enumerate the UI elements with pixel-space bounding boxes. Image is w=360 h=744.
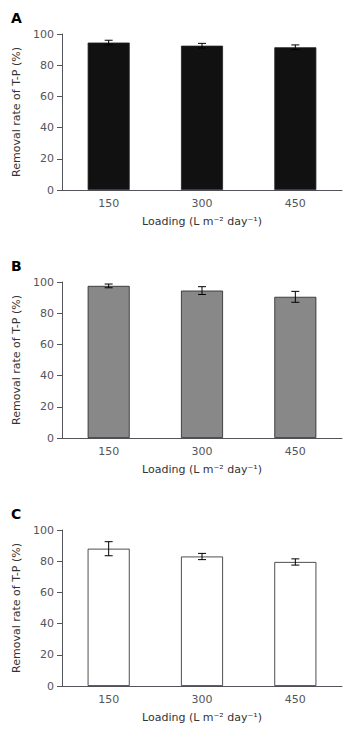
svg-text:60: 60	[40, 586, 54, 599]
svg-text:0: 0	[47, 184, 54, 197]
svg-text:100: 100	[33, 276, 54, 289]
svg-text:40: 40	[40, 369, 54, 382]
svg-text:20: 20	[40, 648, 54, 661]
svg-text:150: 150	[98, 445, 119, 458]
svg-text:100: 100	[33, 28, 54, 41]
svg-text:80: 80	[40, 555, 54, 568]
svg-text:60: 60	[40, 338, 54, 351]
svg-text:450: 450	[285, 693, 306, 706]
svg-text:C: C	[11, 506, 21, 522]
svg-text:60: 60	[40, 90, 54, 103]
svg-text:40: 40	[40, 121, 54, 134]
svg-text:0: 0	[47, 432, 54, 445]
svg-text:20: 20	[40, 400, 54, 413]
svg-text:Removal rate of T-P (%): Removal rate of T-P (%)	[10, 543, 23, 673]
svg-text:40: 40	[40, 617, 54, 630]
svg-text:300: 300	[192, 445, 213, 458]
svg-text:150: 150	[98, 197, 119, 210]
svg-text:Loading (L m⁻² day⁻¹): Loading (L m⁻² day⁻¹)	[142, 463, 262, 476]
svg-text:300: 300	[192, 197, 213, 210]
svg-text:Removal rate of T-P (%): Removal rate of T-P (%)	[10, 295, 23, 425]
svg-text:20: 20	[40, 152, 54, 165]
svg-text:Loading (L m⁻² day⁻¹): Loading (L m⁻² day⁻¹)	[142, 711, 262, 724]
svg-text:A: A	[11, 10, 22, 26]
svg-text:100: 100	[33, 524, 54, 537]
svg-text:450: 450	[285, 445, 306, 458]
svg-text:B: B	[11, 258, 22, 274]
svg-text:0: 0	[47, 680, 54, 693]
svg-text:80: 80	[40, 59, 54, 72]
svg-text:Removal rate of T-P (%): Removal rate of T-P (%)	[10, 47, 23, 177]
svg-text:450: 450	[285, 197, 306, 210]
svg-text:150: 150	[98, 693, 119, 706]
svg-text:300: 300	[192, 693, 213, 706]
svg-text:Loading (L m⁻² day⁻¹): Loading (L m⁻² day⁻¹)	[142, 215, 262, 228]
svg-text:80: 80	[40, 307, 54, 320]
